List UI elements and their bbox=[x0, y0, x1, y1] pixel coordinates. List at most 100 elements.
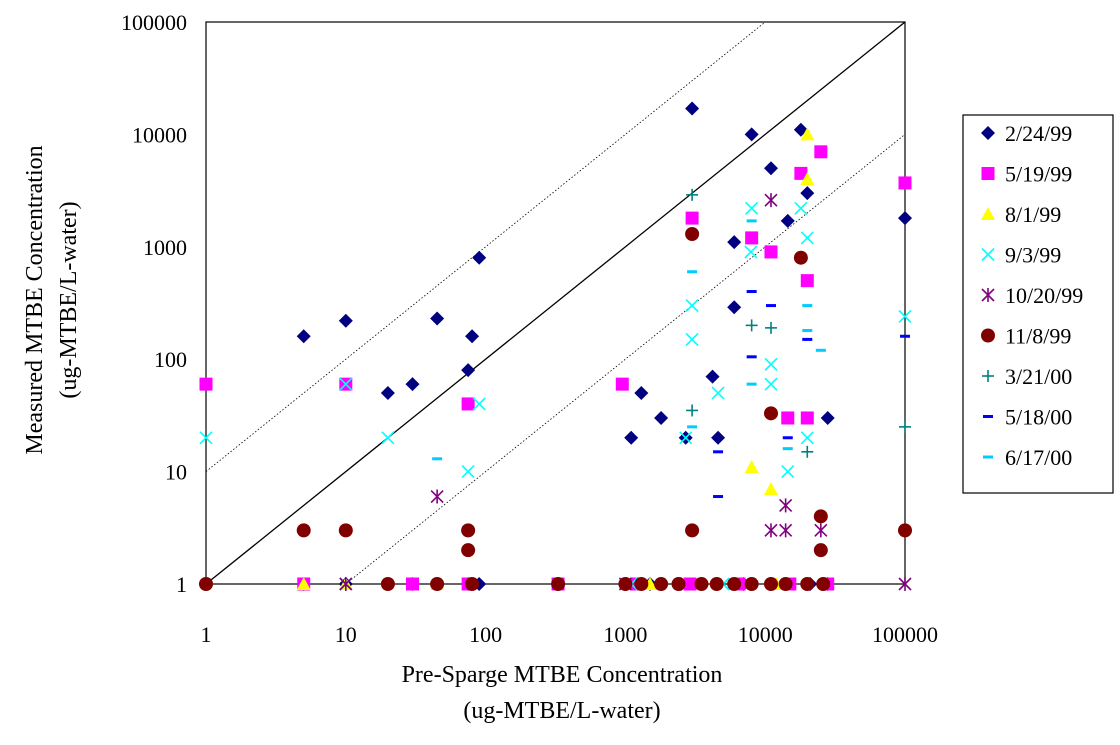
data-point bbox=[802, 337, 813, 341]
data-point bbox=[813, 543, 828, 558]
data-point bbox=[778, 577, 793, 591]
data-point bbox=[898, 523, 912, 538]
data-point bbox=[814, 145, 828, 159]
legend-item: 9/3/99 bbox=[981, 243, 1061, 268]
data-point bbox=[900, 334, 910, 338]
data-point bbox=[430, 577, 445, 591]
data-point bbox=[296, 577, 311, 590]
data-point bbox=[800, 431, 814, 445]
data-point bbox=[381, 431, 395, 445]
data-point bbox=[654, 410, 669, 425]
data-point bbox=[199, 377, 213, 391]
y-tick-label: 1000 bbox=[143, 235, 187, 260]
data-point bbox=[898, 577, 912, 591]
data-point bbox=[898, 309, 912, 324]
data-point bbox=[380, 386, 395, 401]
data-point bbox=[781, 465, 795, 479]
data-point bbox=[686, 188, 699, 201]
y-tick-label: 1 bbox=[176, 572, 187, 597]
data-point bbox=[764, 377, 778, 391]
series-3/21/00 bbox=[686, 188, 911, 458]
data-point bbox=[432, 457, 443, 461]
x-tick-label: 1000 bbox=[603, 622, 647, 647]
data-point bbox=[745, 201, 759, 215]
series-5/18/00 bbox=[713, 290, 910, 499]
data-point bbox=[713, 450, 724, 454]
data-point bbox=[727, 235, 742, 250]
y-tick-label: 10 bbox=[165, 460, 187, 485]
data-point bbox=[764, 193, 778, 208]
data-point bbox=[405, 377, 420, 392]
data-point bbox=[744, 459, 759, 473]
data-point bbox=[472, 250, 487, 265]
data-point bbox=[746, 382, 757, 386]
data-point bbox=[763, 161, 778, 176]
data-point bbox=[380, 577, 395, 591]
legend-label: 2/24/99 bbox=[1005, 121, 1072, 146]
y-axis-title-line2: (ug-MTBE/L-water) bbox=[56, 201, 82, 398]
data-point bbox=[779, 498, 793, 513]
data-point bbox=[800, 172, 815, 186]
data-point bbox=[338, 313, 353, 328]
legend-label: 6/17/00 bbox=[1005, 445, 1072, 470]
data-point bbox=[634, 386, 649, 401]
data-point bbox=[802, 304, 813, 308]
data-point bbox=[816, 577, 831, 591]
data-point bbox=[685, 211, 699, 225]
data-point bbox=[780, 213, 795, 228]
data-point bbox=[744, 577, 759, 591]
data-point bbox=[713, 495, 724, 499]
y-tick-label: 10000 bbox=[132, 122, 187, 147]
y-tick-label: 100 bbox=[154, 347, 187, 372]
data-point bbox=[461, 523, 476, 538]
data-point bbox=[687, 425, 698, 429]
data-point bbox=[800, 274, 814, 288]
data-point bbox=[618, 577, 633, 591]
legend-marker bbox=[981, 247, 995, 262]
data-point bbox=[685, 332, 699, 346]
data-point bbox=[654, 577, 669, 591]
data-point bbox=[898, 211, 912, 226]
data-point bbox=[744, 127, 759, 142]
data-point bbox=[624, 430, 639, 445]
data-point bbox=[763, 577, 778, 591]
data-point bbox=[685, 299, 699, 313]
legend-label: 5/19/99 bbox=[1005, 162, 1072, 187]
data-point bbox=[800, 231, 814, 245]
data-point bbox=[745, 231, 759, 245]
legend-marker bbox=[982, 370, 994, 382]
data-point bbox=[899, 420, 911, 433]
legend-item: 6/17/00 bbox=[983, 445, 1072, 470]
x-tick-label: 100 bbox=[469, 622, 502, 647]
series-11/8/99 bbox=[199, 226, 912, 591]
data-point bbox=[296, 523, 311, 538]
data-point bbox=[461, 397, 475, 411]
x-axis-tick-labels: 1 10 100 1000 10000 100000 bbox=[201, 622, 939, 647]
legend-item: 11/8/99 bbox=[981, 324, 1071, 349]
data-point bbox=[727, 577, 742, 591]
data-point bbox=[199, 577, 213, 591]
data-point bbox=[800, 577, 815, 591]
x-tick-label: 10000 bbox=[738, 622, 793, 647]
series-10/20/99 bbox=[339, 193, 912, 591]
data-point bbox=[461, 465, 475, 479]
legend-marker bbox=[983, 415, 993, 418]
series-6/17/00 bbox=[432, 219, 826, 461]
data-point bbox=[815, 348, 826, 352]
data-point bbox=[465, 329, 480, 344]
legend-label: 10/20/99 bbox=[1005, 283, 1083, 308]
x-tick-label: 10 bbox=[335, 622, 357, 647]
data-point bbox=[551, 577, 566, 591]
data-point bbox=[746, 290, 757, 294]
data-point bbox=[794, 166, 808, 180]
data-point bbox=[746, 219, 757, 223]
legend-item: 10/20/99 bbox=[981, 283, 1083, 308]
data-point bbox=[782, 436, 793, 440]
legend-label: 11/8/99 bbox=[1005, 324, 1071, 349]
data-point bbox=[746, 355, 757, 359]
y-tick-label: 100000 bbox=[121, 10, 187, 35]
data-point bbox=[461, 543, 476, 558]
data-point bbox=[764, 321, 777, 334]
data-point bbox=[782, 447, 793, 451]
legend-label: 9/3/99 bbox=[1005, 243, 1061, 268]
